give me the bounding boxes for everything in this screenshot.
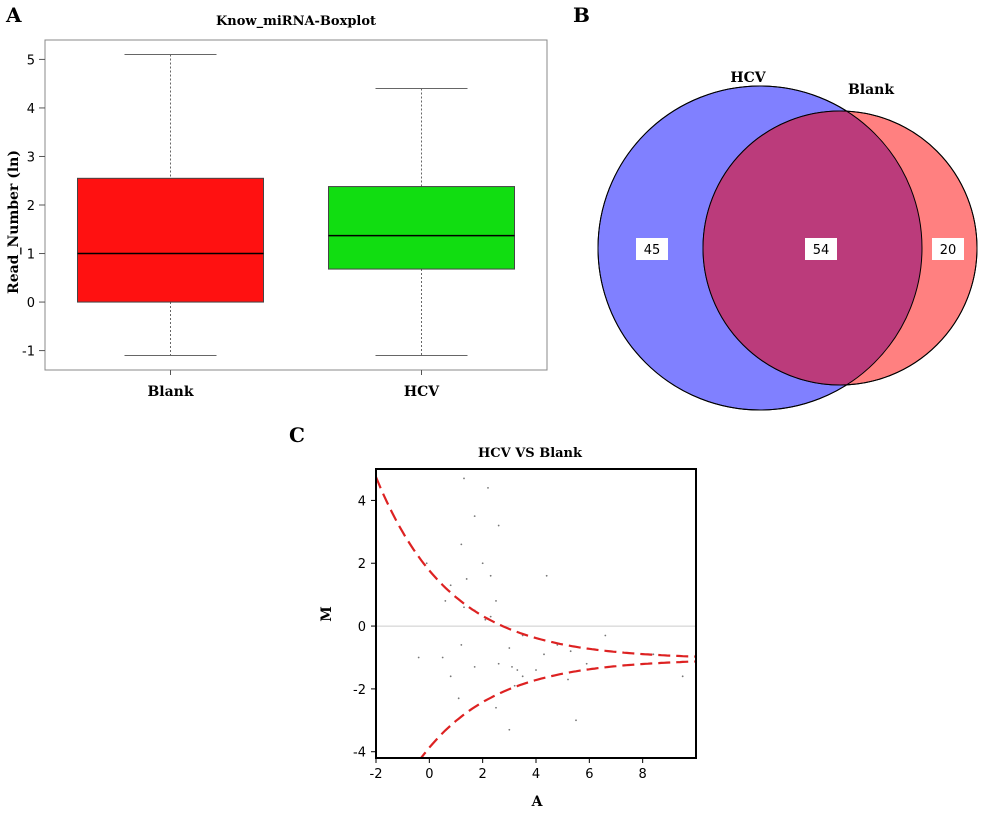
ma-point bbox=[508, 647, 511, 649]
box-body bbox=[77, 177, 264, 303]
ma-axes: -2 0 2 4 6 8 -4 -2 0 2 4 bbox=[353, 494, 647, 782]
ma-point bbox=[497, 524, 500, 527]
venn-count-box-intersection bbox=[805, 238, 837, 260]
ma-point bbox=[521, 675, 524, 678]
ma-point bbox=[449, 675, 452, 678]
venn-label-blank: Blank bbox=[848, 82, 894, 98]
ma-point bbox=[481, 562, 484, 565]
boxplot-x-axis: Blank HCV bbox=[147, 370, 440, 400]
ma-point bbox=[463, 606, 465, 609]
panel-label-b: B bbox=[573, 3, 590, 27]
ma-point bbox=[457, 697, 460, 700]
ma-point bbox=[569, 650, 572, 653]
boxplot-y-tick-label: 1 bbox=[27, 248, 35, 263]
box-body bbox=[328, 186, 515, 270]
boxplot-y-tick-label: 3 bbox=[27, 150, 35, 165]
ma-point bbox=[441, 656, 444, 659]
ma-point bbox=[511, 666, 513, 668]
box-blank bbox=[77, 54, 264, 356]
boxplot-category-label: Blank bbox=[147, 384, 193, 400]
ma-point bbox=[535, 669, 537, 671]
ma-point bbox=[444, 600, 447, 602]
ma-point bbox=[543, 653, 545, 656]
ma-plot-frame bbox=[375, 468, 697, 759]
boxplot-category-label: HCV bbox=[404, 384, 440, 400]
venn-outline-hcv bbox=[597, 85, 923, 411]
ma-points bbox=[417, 477, 684, 731]
boxplot-y-label: Read_Number (ln) bbox=[6, 150, 22, 294]
venn-count-box-hcv bbox=[636, 238, 668, 260]
ma-y-tick-label: -4 bbox=[353, 746, 366, 761]
boxplot-y-tick-label: 2 bbox=[27, 199, 35, 214]
ma-x-tick-label: 0 bbox=[425, 767, 433, 782]
boxplot-y-tick-label: 0 bbox=[27, 296, 35, 311]
ma-point bbox=[545, 574, 548, 577]
boxplot-y-tick-label: 4 bbox=[27, 102, 35, 117]
venn-label-hcv: HCV bbox=[730, 70, 766, 86]
ma-x-tick-label: 6 bbox=[585, 767, 593, 782]
ma-point bbox=[604, 634, 607, 637]
venn-panel: HCV Blank 45 54 20 bbox=[597, 70, 978, 411]
ma-point bbox=[465, 578, 468, 580]
ma-threshold-curve-lower bbox=[419, 660, 696, 758]
ma-x-tick-label: -2 bbox=[370, 767, 383, 782]
ma-y-tick-label: -2 bbox=[353, 683, 366, 698]
ma-point bbox=[473, 666, 476, 668]
boxplot-y-tick-label: 5 bbox=[27, 53, 35, 68]
ma-point bbox=[417, 656, 420, 659]
ma-y-tick-label: 0 bbox=[358, 620, 366, 635]
ma-threshold-curves bbox=[376, 476, 696, 758]
ma-x-tick-label: 8 bbox=[639, 767, 647, 782]
ma-point bbox=[489, 615, 492, 618]
box-hcv bbox=[328, 88, 515, 356]
boxplot-panel: Know_miRNA-Boxplot -1 0 1 2 3 4 5 Blank HCV Rea… bbox=[6, 14, 548, 400]
ma-y-tick-label: 2 bbox=[358, 557, 366, 572]
ma-point bbox=[489, 574, 492, 577]
ma-point bbox=[681, 675, 684, 678]
ma-x-label: A bbox=[531, 794, 544, 810]
ma-point bbox=[508, 728, 511, 731]
ma-point bbox=[463, 477, 465, 480]
ma-plot-title: HCV VS Blank bbox=[478, 446, 583, 461]
panel-label-a: A bbox=[5, 3, 22, 27]
ma-point bbox=[460, 543, 463, 546]
ma-x-tick-label: 2 bbox=[479, 767, 487, 782]
venn-outline-blank bbox=[702, 110, 978, 386]
ma-threshold-curve-upper bbox=[376, 476, 696, 658]
ma-x-tick-label: 4 bbox=[532, 767, 540, 782]
boxplot-boxes bbox=[77, 54, 515, 356]
boxplot-title: Know_miRNA-Boxplot bbox=[216, 14, 376, 29]
venn-count-blank-only: 20 bbox=[940, 243, 957, 258]
ma-point bbox=[497, 662, 500, 665]
boxplot-y-axis: -1 0 1 2 3 4 5 bbox=[22, 53, 45, 360]
venn-count-intersection: 54 bbox=[813, 243, 830, 258]
panel-label-c: C bbox=[289, 423, 305, 447]
venn-count-hcv-only: 45 bbox=[644, 243, 661, 258]
ma-point bbox=[425, 562, 428, 565]
ma-point bbox=[513, 684, 516, 687]
venn-count-box-blank bbox=[932, 238, 964, 260]
ma-point bbox=[585, 662, 588, 665]
ma-point bbox=[652, 653, 655, 656]
ma-point bbox=[484, 618, 487, 621]
ma-point bbox=[460, 644, 463, 646]
ma-point bbox=[495, 600, 497, 602]
ma-point bbox=[575, 719, 577, 722]
boxplot-y-tick-label: -1 bbox=[22, 345, 35, 360]
ma-point bbox=[567, 678, 569, 681]
ma-point bbox=[473, 515, 476, 518]
ma-point bbox=[487, 486, 489, 489]
ma-plot-panel: HCV VS Blank -2 0 2 4 6 8 -4 -2 0 2 4 A M bbox=[319, 446, 697, 810]
ma-point bbox=[495, 706, 497, 709]
ma-point bbox=[449, 584, 452, 587]
ma-y-label: M bbox=[319, 606, 335, 622]
ma-point bbox=[516, 669, 519, 671]
ma-y-tick-label: 4 bbox=[358, 494, 366, 509]
